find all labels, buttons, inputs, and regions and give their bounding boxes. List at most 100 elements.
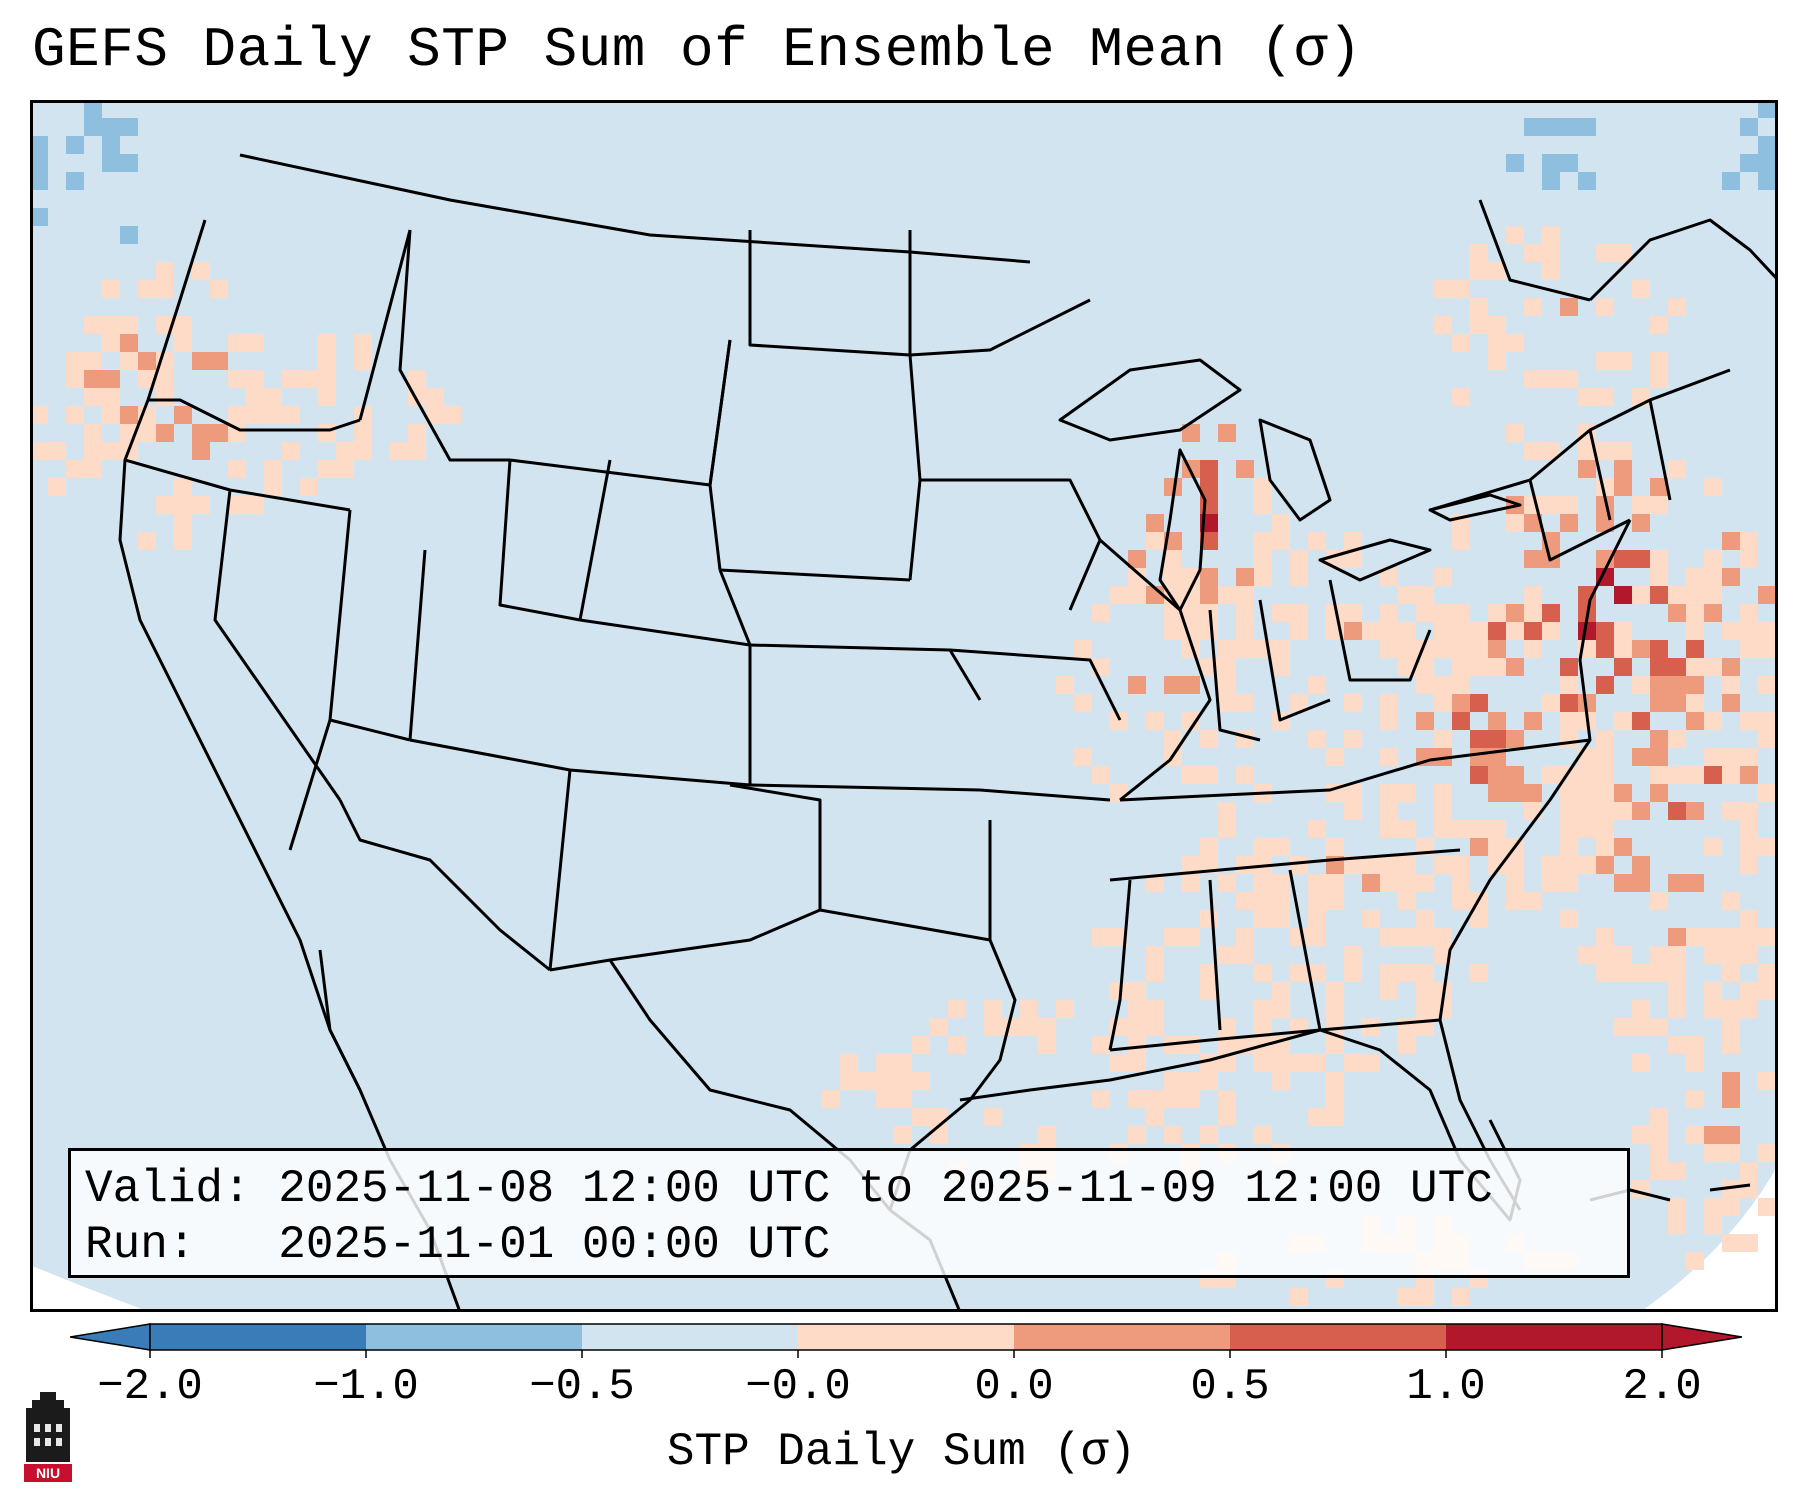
anomaly-cell: [246, 388, 264, 406]
anomaly-cell: [1560, 496, 1578, 514]
anomaly-cell: [1542, 622, 1560, 640]
anomaly-cell: [1146, 532, 1164, 550]
anomaly-cell: [1650, 370, 1668, 388]
anomaly-cell: [1578, 946, 1596, 964]
anomaly-cell: [1740, 712, 1758, 730]
anomaly-cell: [1740, 1180, 1758, 1198]
colorbar-tick-label: 1.0: [1406, 1362, 1486, 1412]
anomaly-cell: [1470, 694, 1488, 712]
anomaly-cell: [1668, 1216, 1686, 1234]
anomaly-cell: [1722, 1018, 1740, 1036]
anomaly-cell: [1614, 874, 1632, 892]
anomaly-cell: [138, 280, 156, 298]
anomaly-cell: [1470, 658, 1488, 676]
anomaly-cell: [210, 280, 228, 298]
anomaly-cell: [1542, 262, 1560, 280]
anomaly-cell: [1434, 820, 1452, 838]
anomaly-cell: [1686, 568, 1704, 586]
anomaly-cell: [1218, 658, 1236, 676]
anomaly-cell: [1542, 154, 1560, 172]
anomaly-cell: [30, 208, 48, 226]
anomaly-cell: [1722, 928, 1740, 946]
anomaly-cell: [1632, 640, 1650, 658]
anomaly-cell: [1740, 928, 1758, 946]
anomaly-cell: [1758, 1144, 1776, 1162]
anomaly-cell: [1596, 748, 1614, 766]
anomaly-cell: [156, 388, 174, 406]
anomaly-cell: [156, 262, 174, 280]
anomaly-cell: [1398, 658, 1416, 676]
anomaly-cell: [1254, 1000, 1272, 1018]
anomaly-cell: [894, 1072, 912, 1090]
anomaly-cell: [876, 1054, 894, 1072]
anomaly-cell: [1560, 676, 1578, 694]
anomaly-cell: [102, 370, 120, 388]
anomaly-cell: [246, 334, 264, 352]
anomaly-cell: [1614, 478, 1632, 496]
anomaly-cell: [1758, 1072, 1776, 1090]
anomaly-cell: [120, 118, 138, 136]
anomaly-cell: [1614, 460, 1632, 478]
anomaly-cell: [1272, 982, 1290, 1000]
anomaly-cell: [1182, 676, 1200, 694]
anomaly-cell: [1038, 1018, 1056, 1036]
west-coast: [118, 219, 362, 1091]
anomaly-cell: [1380, 640, 1398, 658]
anomaly-cell: [210, 424, 228, 442]
anomaly-cell: [1668, 964, 1686, 982]
anomaly-cell: [1434, 280, 1452, 298]
anomaly-cell: [84, 316, 102, 334]
anomaly-cell: [1614, 586, 1632, 604]
anomaly-cell: [1416, 1288, 1434, 1306]
anomaly-cell: [1146, 946, 1164, 964]
anomaly-cell: [192, 496, 210, 514]
anomaly-cell: [1578, 460, 1596, 478]
valid-run-info-box: Valid: 2025-11-08 12:00 UTC to 2025-11-0…: [68, 1148, 1630, 1278]
anomaly-cell: [1740, 622, 1758, 640]
anomaly-cell: [1128, 1018, 1146, 1036]
anomaly-cell: [1200, 766, 1218, 784]
anomaly-cell: [1704, 946, 1722, 964]
anomaly-cell: [1596, 964, 1614, 982]
anomaly-cell: [1596, 946, 1614, 964]
anomaly-cell: [1452, 676, 1470, 694]
anomaly-cell: [1434, 784, 1452, 802]
anomaly-cell: [1488, 622, 1506, 640]
anomaly-cell: [1596, 856, 1614, 874]
anomaly-cell: [1182, 424, 1200, 442]
anomaly-cell: [318, 388, 336, 406]
anomaly-cell: [1218, 424, 1236, 442]
anomaly-cell: [1362, 1054, 1380, 1072]
anomaly-cell: [1524, 640, 1542, 658]
anomaly-cell: [1146, 514, 1164, 532]
anomaly-cell: [1632, 550, 1650, 568]
colorbar-tick-label: −0.0: [745, 1362, 851, 1412]
anomaly-cell: [1128, 1036, 1146, 1054]
anomaly-cell: [1308, 910, 1326, 928]
anomaly-cell: [1524, 370, 1542, 388]
anomaly-cell: [1524, 802, 1542, 820]
anomaly-cell: [1092, 604, 1110, 622]
anomaly-cell: [66, 370, 84, 388]
anomaly-cell: [1758, 784, 1776, 802]
anomaly-cell: [1452, 820, 1470, 838]
anomaly-cell: [1578, 694, 1596, 712]
anomaly-cell: [1254, 892, 1272, 910]
anomaly-cell: [840, 1072, 858, 1090]
anomaly-cell: [30, 172, 48, 190]
anomaly-cell: [1506, 334, 1524, 352]
map-panel: [30, 100, 1778, 1312]
anomaly-cell: [1632, 280, 1650, 298]
anomaly-cell: [1686, 766, 1704, 784]
anomaly-cell: [1200, 1072, 1218, 1090]
anomaly-cell: [1722, 766, 1740, 784]
anomaly-cell: [1470, 640, 1488, 658]
colorbar-ticks: −2.0 −1.0 −0.5 −0.0 0.0 0.5 1.0 2.0: [0, 1362, 1803, 1422]
anomaly-cell: [1578, 766, 1596, 784]
anomaly-cell: [1722, 946, 1740, 964]
anomaly-cell: [1488, 766, 1506, 784]
anomaly-cell: [228, 334, 246, 352]
anomaly-cell: [1398, 892, 1416, 910]
anomaly-cell: [282, 370, 300, 388]
anomaly-cell: [1704, 766, 1722, 784]
